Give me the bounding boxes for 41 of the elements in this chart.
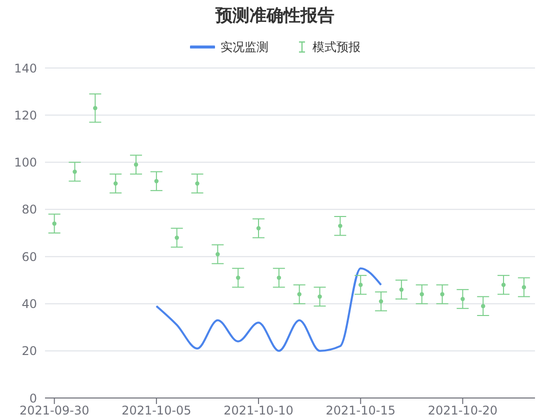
point (318, 294, 322, 299)
point (72, 170, 77, 174)
point (195, 181, 200, 186)
y-tick-label: 60 (22, 250, 37, 264)
y-tick-label: 0 (29, 391, 37, 406)
point (460, 296, 465, 302)
point (480, 304, 486, 308)
point (93, 106, 98, 110)
point (256, 226, 261, 230)
point (236, 276, 240, 280)
x-tick-label: 2021-10-20 (428, 404, 498, 418)
y-tick-label: 100 (14, 156, 37, 170)
point (52, 221, 56, 226)
point (501, 282, 506, 287)
y-tick-label: 140 (14, 61, 37, 76)
point (338, 224, 342, 228)
point (113, 181, 118, 186)
point (174, 236, 179, 240)
point (276, 276, 282, 280)
point (378, 299, 384, 304)
point (522, 285, 526, 290)
y-tick-label: 120 (14, 108, 37, 122)
y-tick-label: 80 (22, 202, 37, 217)
point (440, 292, 444, 296)
legend-label: 模式预报 (312, 38, 360, 56)
point (358, 282, 363, 287)
y-tick-label: 40 (22, 296, 37, 311)
y-tick-label: 20 (22, 344, 37, 358)
point (154, 179, 159, 184)
x-tick-label: 2021-09-30 (19, 404, 90, 418)
point (297, 292, 302, 296)
point (216, 252, 220, 256)
point (399, 287, 404, 292)
legend-label: 实况监测 (220, 38, 268, 56)
x-tick-label: 2021-10-15 (326, 404, 396, 418)
point (420, 292, 424, 296)
chart-title: 预测准确性报告 (214, 5, 336, 28)
x-tick-label: 2021-10-10 (224, 404, 294, 418)
x-tick-label: 2021-10-05 (122, 404, 192, 418)
point (134, 162, 138, 167)
line-series (155, 267, 382, 352)
